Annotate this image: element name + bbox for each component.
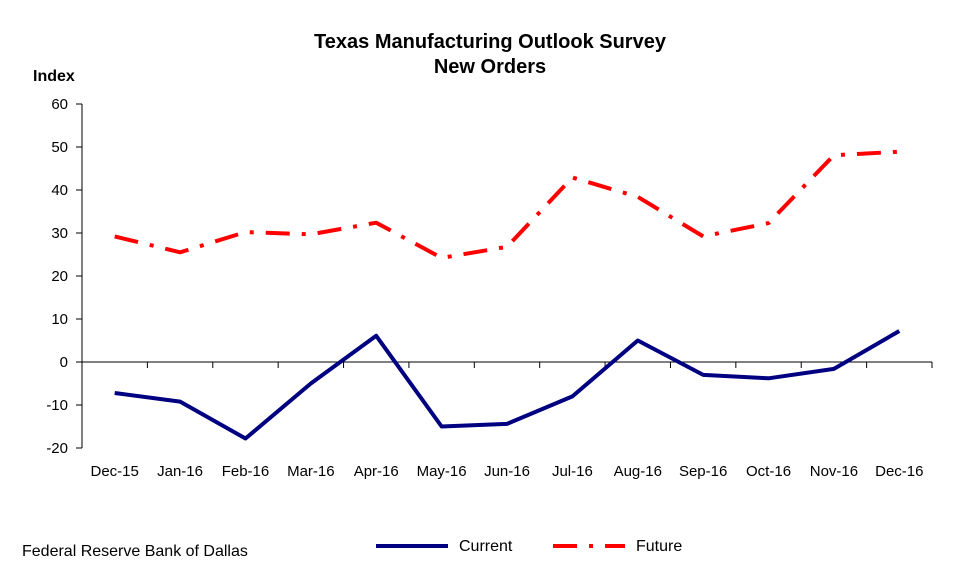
x-tick-label: Dec-16 (875, 463, 923, 480)
series-line-future (114, 149, 900, 260)
x-tick-label: Jan-16 (157, 463, 203, 480)
x-ticks: Dec-15 Jan-16 Feb-16 Mar-16 Apr-16 May-16 Jun-… (81, 362, 933, 480)
x-tick-label: Feb-16 (222, 463, 270, 480)
y-tick-label: 50 (51, 139, 68, 156)
x-tick-label: Oct-16 (746, 463, 791, 480)
axes (81, 104, 932, 448)
y-tick-label: 30 (51, 225, 68, 242)
y-tick-label: -20 (46, 440, 68, 457)
y-tick-label: 0 (60, 354, 68, 371)
y-tick-label: 60 (51, 96, 68, 113)
y-tick-label: 10 (51, 311, 68, 328)
x-tick-label: May-16 (417, 463, 467, 480)
chart-subtitle: New Orders (434, 56, 546, 78)
legend-label-future: Future (636, 538, 682, 555)
legend: Current Future (376, 538, 682, 555)
y-ticks: 60 50 40 30 20 10 0 -10 -20 (46, 96, 82, 457)
x-tick-label: Apr-16 (354, 463, 399, 480)
y-tick-label: -10 (46, 397, 68, 414)
x-tick-label: Dec-15 (91, 463, 139, 480)
x-tick-label: Nov-16 (810, 463, 858, 480)
x-tick-label: Jun-16 (484, 463, 530, 480)
legend-label-current: Current (459, 538, 513, 555)
x-tick-label: Mar-16 (287, 463, 335, 480)
chart-title: Texas Manufacturing Outlook Survey (314, 31, 667, 53)
source-note: Federal Reserve Bank of Dallas (22, 543, 248, 560)
y-axis-label: Index (33, 68, 75, 85)
y-tick-label: 40 (51, 182, 68, 199)
y-tick-label: 20 (51, 268, 68, 285)
series-line-current (114, 329, 901, 441)
x-tick-label: Aug-16 (614, 463, 662, 480)
x-tick-label: Jul-16 (552, 463, 593, 480)
series-layer (114, 149, 901, 441)
x-tick-label: Sep-16 (679, 463, 727, 480)
